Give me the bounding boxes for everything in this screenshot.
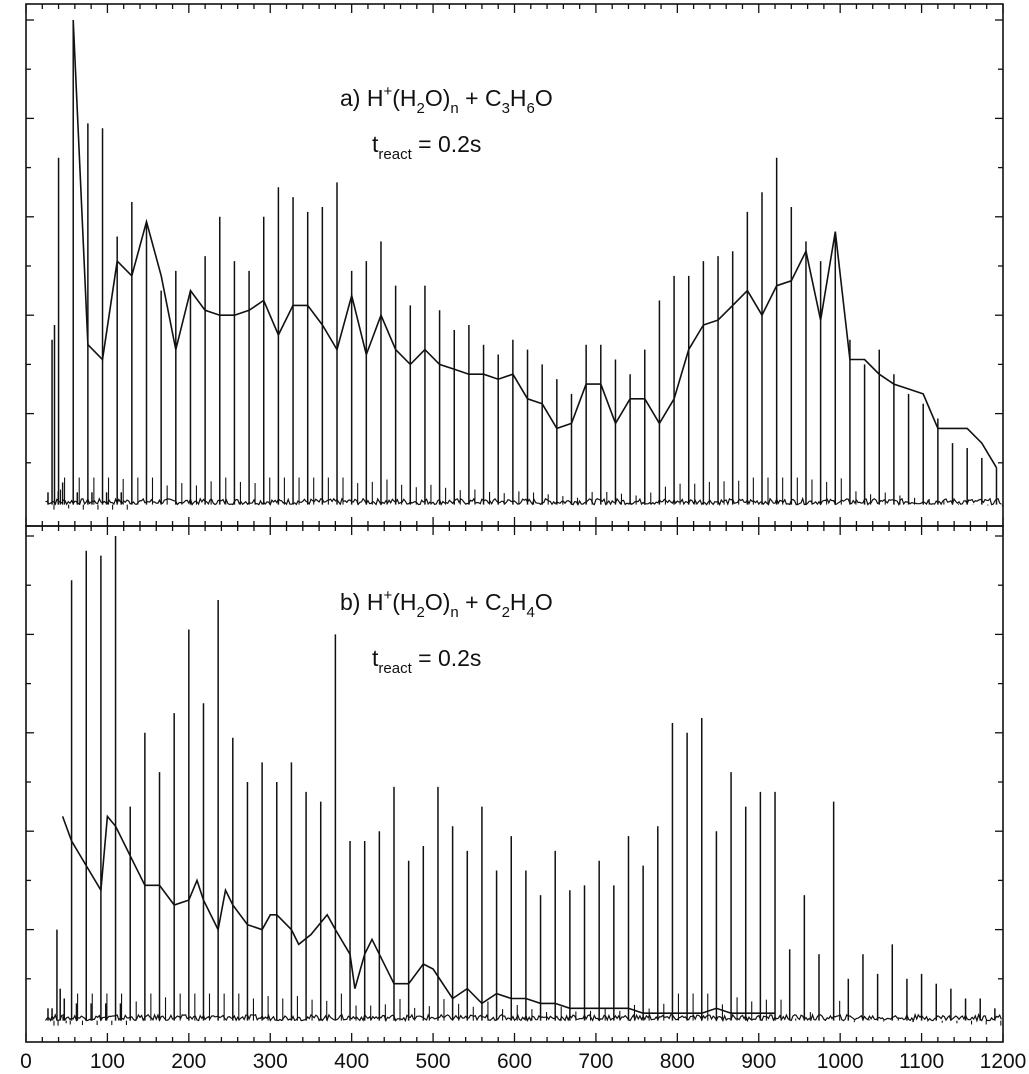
panel-b-title: b) H+(H2O)n + C2H4O <box>340 587 553 621</box>
panel-a-ticks <box>25 4 1004 526</box>
x-tick-label: 400 <box>334 1050 369 1073</box>
x-tick-label: 900 <box>741 1050 776 1073</box>
panel-a-peaks <box>45 20 1004 510</box>
panel-a-condition: treact = 0.2s <box>372 131 481 163</box>
panel-b-baseline-trace <box>45 1012 1002 1023</box>
x-tick-label: 1100 <box>899 1050 944 1073</box>
panel-a-frame <box>25 3 1004 527</box>
panel-a-baseline-trace <box>45 496 1002 506</box>
panel-a-title: a) H+(H2O)n + C3H6O <box>340 83 553 117</box>
panel-a: a) H+(H2O)n + C3H6O treact = 0.2s <box>25 3 1004 527</box>
x-axis-tick-labels: 0 100 200 300 400 500 600 700 800 900 1000 1100 1200 <box>20 1050 1026 1073</box>
panel-b-condition: treact = 0.2s <box>372 645 481 677</box>
panel-b-peaks <box>45 536 1002 1026</box>
x-tick-label: 500 <box>416 1050 451 1073</box>
x-tick-label: 200 <box>171 1050 206 1073</box>
x-tick-label: 300 <box>253 1050 288 1073</box>
x-tick-label: 1000 <box>817 1050 864 1073</box>
x-tick-label: 600 <box>497 1050 532 1073</box>
panel-b: b) H+(H2O)n + C2H4O treact = 0.2s <box>25 525 1004 1043</box>
x-tick-label: 0 <box>20 1050 32 1073</box>
panel-b-ticks <box>25 526 1004 1042</box>
panel-a-envelope-line <box>72 19 998 469</box>
panel-b-envelope-line <box>61 814 775 1015</box>
x-tick-label: 800 <box>660 1050 695 1073</box>
x-tick-label: 700 <box>578 1050 613 1073</box>
x-tick-label: 100 <box>90 1050 125 1073</box>
x-tick-label: 1200 <box>980 1050 1027 1073</box>
